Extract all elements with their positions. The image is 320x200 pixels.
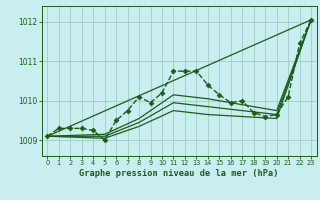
X-axis label: Graphe pression niveau de la mer (hPa): Graphe pression niveau de la mer (hPa) xyxy=(79,169,279,178)
